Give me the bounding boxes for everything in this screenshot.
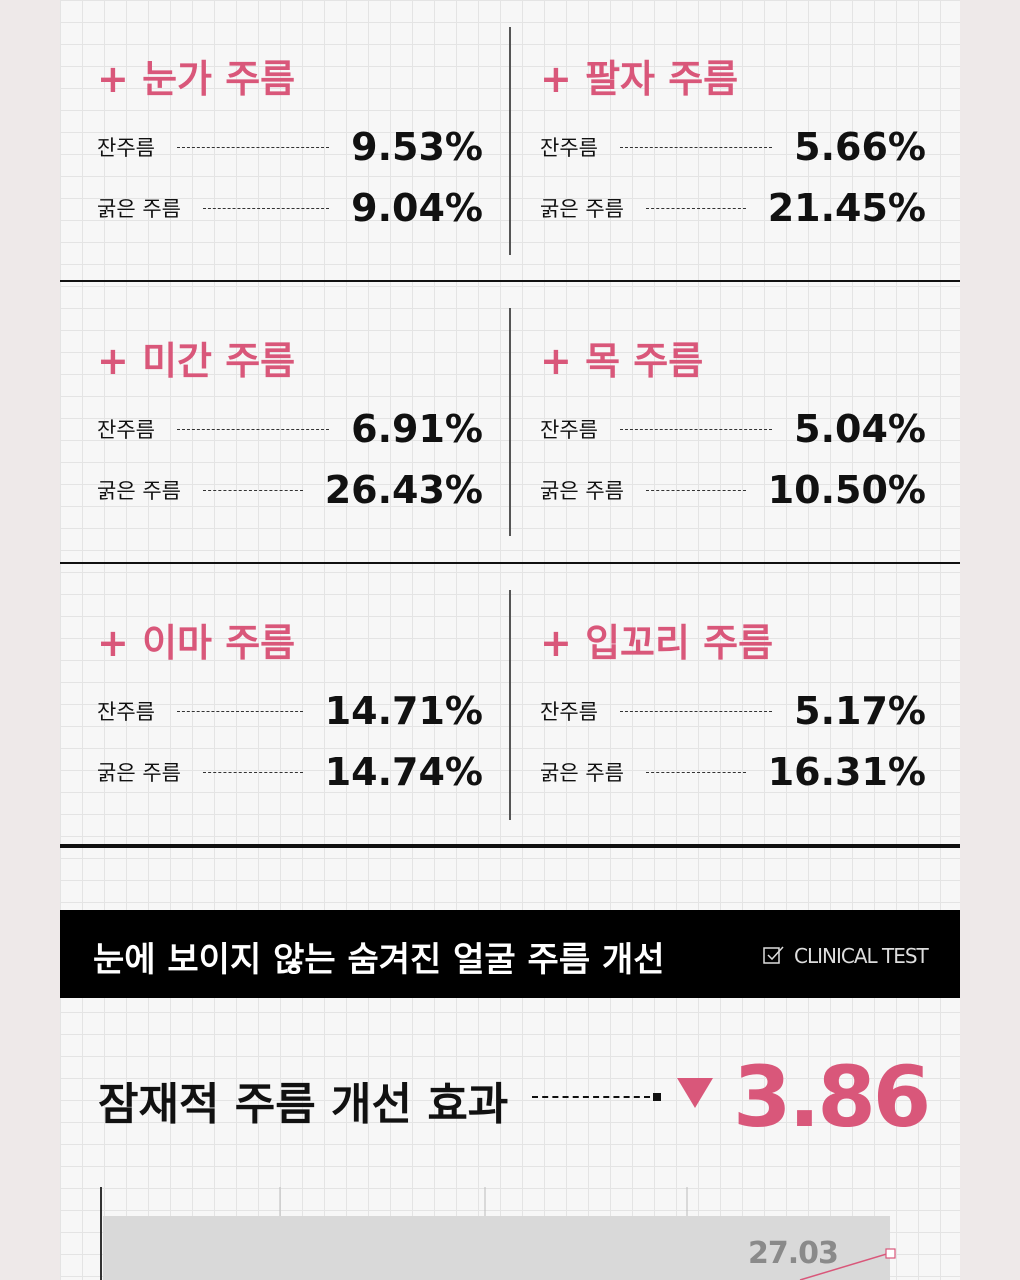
metric-value: 5.17% (794, 689, 926, 733)
dashed-leader (619, 146, 773, 148)
leader (532, 1096, 650, 1098)
metric-label: 굵은 주름 (540, 197, 624, 221)
dashed-leader (645, 489, 746, 491)
dashed-leader (645, 207, 746, 209)
metric-row: 굵은 주름 9.04% (97, 186, 483, 230)
check-icon (763, 946, 784, 964)
dashed-leader (176, 428, 330, 430)
metric-value: 5.04% (794, 407, 926, 451)
banner: 눈에 보이지 않는 숨겨진 얼굴 주름 개선 CLINICAL TEST (60, 910, 960, 998)
metric-value: 9.04% (351, 186, 483, 230)
metric-row: 잔주름 5.04% (540, 407, 926, 451)
metric-row: 굵은 주름 14.74% (97, 750, 483, 794)
metric-label: 굵은 주름 (540, 761, 624, 785)
section-title: + 팔자 주름 (540, 57, 739, 101)
metric-label: 굵은 주름 (97, 479, 181, 503)
metric-row: 굵은 주름 26.43% (97, 468, 483, 512)
metric-row: 잔주름 5.66% (540, 125, 926, 169)
divider (509, 308, 511, 536)
metric-value: 14.71% (324, 689, 483, 733)
dashed-leader (202, 207, 330, 209)
metric-label: 잔주름 (540, 700, 598, 724)
metric-row: 굵은 주름 10.50% (540, 468, 926, 512)
divider (509, 590, 511, 820)
section-title: + 입꼬리 주름 (540, 621, 774, 665)
metric-value: 21.45% (767, 186, 926, 230)
leader-dot (653, 1093, 661, 1101)
metric-value: 5.66% (794, 125, 926, 169)
metric-row: 굵은 주름 21.45% (540, 186, 926, 230)
metric-label: 잔주름 (540, 136, 598, 160)
dashed-leader (645, 771, 746, 773)
metric-value: 10.50% (767, 468, 926, 512)
section-title: + 미간 주름 (97, 339, 296, 383)
dashed-leader (619, 710, 773, 712)
metric-label: 굵은 주름 (97, 761, 181, 785)
metric-row: 잔주름 6.91% (97, 407, 483, 451)
metric-label: 굵은 주름 (540, 479, 624, 503)
divider (509, 27, 511, 255)
divider (60, 844, 960, 848)
badge: CLINICAL TEST (794, 944, 929, 968)
chart-fragment (100, 1187, 896, 1280)
dashed-leader (202, 489, 303, 491)
metric-label: 잔주름 (97, 700, 155, 724)
metric-value: 6.91% (351, 407, 483, 451)
metric-value: 16.31% (767, 750, 926, 794)
metric-label: 잔주름 (97, 418, 155, 442)
metric-value: 9.53% (351, 125, 483, 169)
dashed-leader (619, 428, 773, 430)
dashed-leader (176, 146, 330, 148)
metric-row: 굵은 주름 16.31% (540, 750, 926, 794)
metric-label: 잔주름 (540, 418, 598, 442)
down-triangle (677, 1078, 713, 1108)
metric-row: 잔주름 5.17% (540, 689, 926, 733)
metric-value: 26.43% (324, 468, 483, 512)
chart-value-label: 27.03 (748, 1236, 839, 1271)
metric-label: 잔주름 (97, 136, 155, 160)
banner-title: 눈에 보이지 않는 숨겨진 얼굴 주름 개선 (93, 940, 665, 980)
section-title: + 이마 주름 (97, 621, 296, 665)
effect-value: 3.86 (733, 1048, 931, 1146)
dashed-leader (176, 710, 303, 712)
dashed-leader (202, 771, 303, 773)
effect-label: 잠재적 주름 개선 효과 (98, 1079, 509, 1130)
metric-row: 잔주름 9.53% (97, 125, 483, 169)
section-title: + 목 주름 (540, 339, 704, 383)
section-title: + 눈가 주름 (97, 57, 296, 101)
metric-row: 잔주름 14.71% (97, 689, 483, 733)
metric-label: 굵은 주름 (97, 197, 181, 221)
metric-value: 14.74% (324, 750, 483, 794)
divider (60, 280, 960, 282)
divider (60, 562, 960, 564)
